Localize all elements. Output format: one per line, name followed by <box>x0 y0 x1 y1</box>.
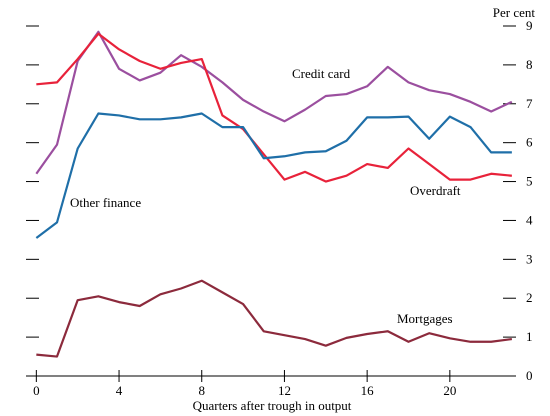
x-tick-label: 4 <box>116 383 123 398</box>
y-tick-label: 8 <box>526 57 533 72</box>
x-tick-label: 12 <box>278 383 291 398</box>
x-tick-label: 0 <box>33 383 40 398</box>
y-tick-label: 3 <box>526 251 533 266</box>
series-label: Credit card <box>292 66 351 81</box>
x-tick-label: 8 <box>198 383 205 398</box>
y-tick-label: 7 <box>526 96 533 111</box>
y-axis-label: Per cent <box>493 5 536 20</box>
y-tick-label: 2 <box>526 290 533 305</box>
y-tick-label: 9 <box>526 18 533 33</box>
series-line <box>35 112 512 239</box>
y-tick-label: 4 <box>526 212 533 227</box>
series-label: Other finance <box>70 195 141 210</box>
series-label: Mortgages <box>397 311 453 326</box>
series-label: Overdraft <box>410 183 461 198</box>
series-line <box>36 279 513 358</box>
y-tick-label: 5 <box>526 174 533 189</box>
y-tick-label: 1 <box>526 329 533 344</box>
x-tick-label: 16 <box>361 383 375 398</box>
series-line <box>35 30 513 175</box>
y-tick-label: 0 <box>526 368 533 383</box>
x-tick-label: 20 <box>443 383 456 398</box>
series-line <box>36 32 512 183</box>
y-tick-label: 6 <box>526 135 533 150</box>
x-axis-label: Quarters after trough in output <box>193 398 352 413</box>
